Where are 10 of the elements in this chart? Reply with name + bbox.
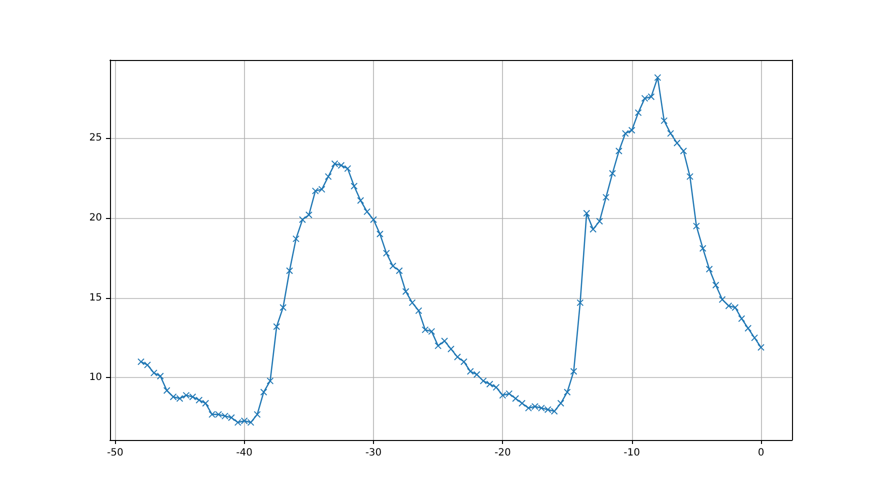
x-tick-label: 0 [758,448,764,458]
x-tick-label: -10 [624,448,640,458]
x-tick-label: -50 [106,448,124,458]
y-tick-label: 10 [89,372,102,384]
y-tick-label: 20 [89,212,102,224]
x-tick-label: -40 [236,448,253,458]
y-tick-label: 25 [89,132,102,144]
x-tick-label: -30 [365,448,382,458]
y-tick-label: 15 [89,292,102,304]
x-tick-label: -20 [494,448,511,458]
